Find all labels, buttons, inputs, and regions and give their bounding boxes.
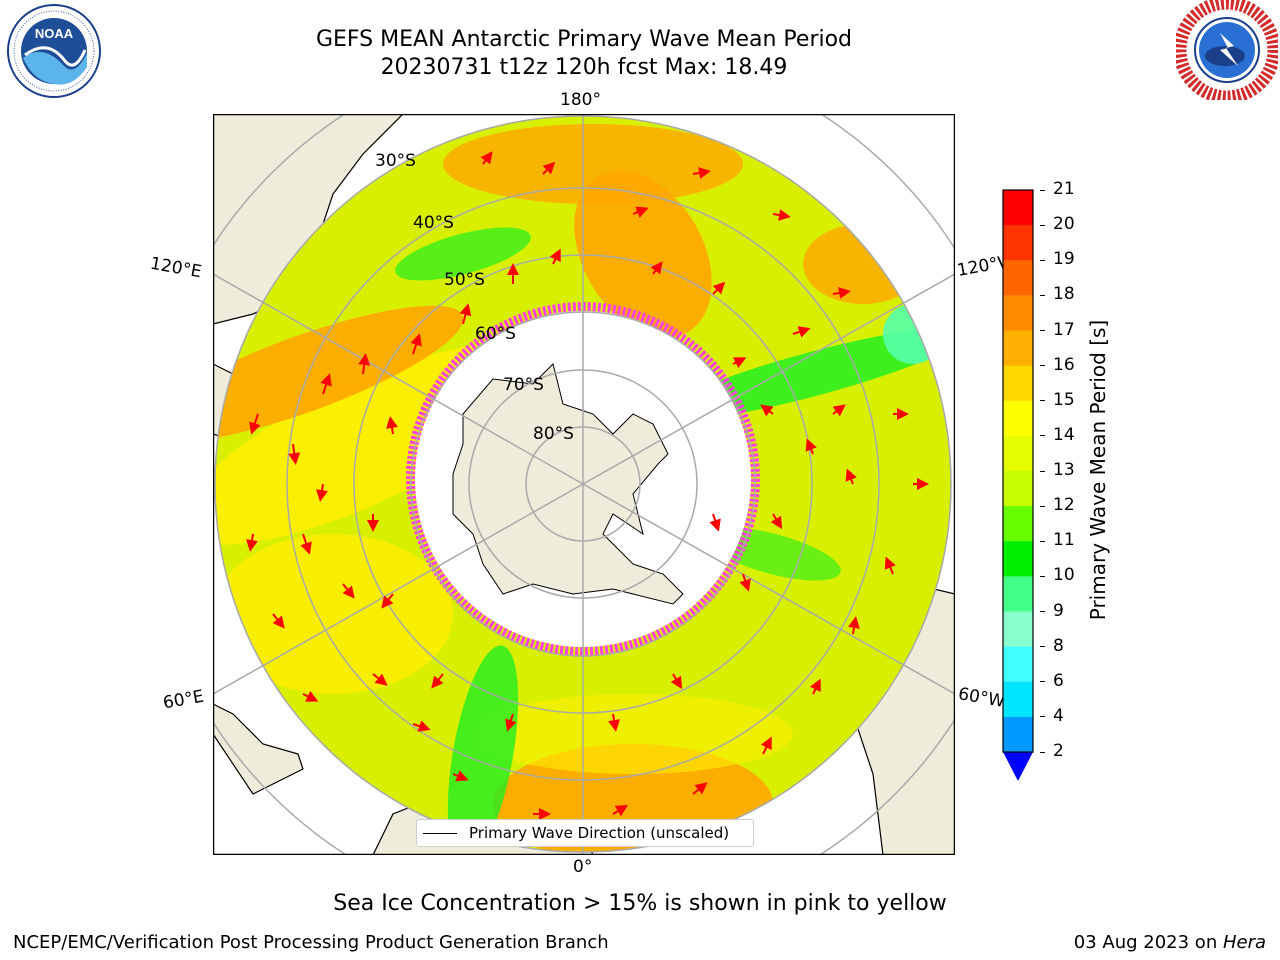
lat-label-60s: 60°S — [475, 324, 516, 344]
colorbar-tick-mark — [1040, 189, 1045, 191]
chart-subtitle: 20230731 t12z 120h fcst Max: 18.49 — [380, 55, 788, 80]
colorbar-band — [1003, 330, 1033, 367]
colorbar-tick-label: 16 — [1053, 354, 1075, 375]
colorbar-band — [1003, 400, 1033, 437]
colorbar-band — [1003, 190, 1033, 226]
colorbar-band — [1003, 260, 1033, 296]
colorbar-tick-mark — [1040, 646, 1045, 648]
colorbar-band — [1003, 716, 1033, 753]
lat-label-30s: 30°S — [375, 151, 416, 171]
colorbar-band — [1003, 506, 1033, 542]
colorbar-band — [1003, 541, 1033, 577]
lat-label-80s: 80°S — [533, 424, 574, 444]
noaa-logo: NOAA — [7, 4, 101, 98]
lat-label-70s: 70°S — [503, 375, 544, 395]
colorbar-tick-label: 14 — [1053, 424, 1075, 445]
colorbar-tick-mark — [1040, 259, 1045, 261]
colorbar-tick-mark — [1040, 294, 1045, 296]
colorbar-tick-mark — [1040, 540, 1045, 542]
lon-label-120e: 120°E — [148, 253, 204, 283]
colorbar-band — [1003, 611, 1033, 648]
colorbar-tick-mark — [1040, 681, 1045, 683]
nws-logo — [1176, 0, 1278, 100]
colorbar-tick-label: 19 — [1053, 249, 1075, 270]
colorbar-band — [1003, 295, 1033, 331]
colorbar-tick-label: 9 — [1053, 600, 1064, 621]
lon-label-0: 0° — [573, 857, 593, 877]
wave-direction-arrows — [246, 151, 929, 820]
legend-label: Primary Wave Direction (unscaled) — [469, 824, 730, 842]
colorbar-band — [1003, 225, 1033, 261]
colorbar-tick-label: 12 — [1053, 495, 1075, 516]
colorbar-tick-label: 20 — [1053, 214, 1075, 235]
colorbar-tick-label: 21 — [1053, 179, 1075, 199]
colorbar-bands — [1003, 190, 1033, 753]
footer-org: NCEP/EMC/Verification Post Processing Pr… — [13, 932, 609, 953]
colorbar-tick-label: 6 — [1053, 670, 1064, 691]
lon-label-60e: 60°E — [161, 686, 206, 714]
colorbar-tick-label: 13 — [1053, 460, 1075, 480]
colorbar-tick-mark — [1040, 751, 1045, 753]
chart-title: GEFS MEAN Antarctic Primary Wave Mean Pe… — [315, 27, 853, 52]
colorbar — [1002, 189, 1034, 781]
colorbar-tick-mark — [1040, 365, 1045, 367]
footer-host: Hera — [1222, 932, 1266, 953]
lat-label-40s: 40°S — [413, 213, 454, 233]
colorbar-tick-mark — [1040, 224, 1045, 226]
legend-line-sample — [423, 832, 457, 834]
colorbar-tick-label: 17 — [1053, 319, 1075, 340]
colorbar-band — [1003, 471, 1033, 507]
colorbar-tick-label: 11 — [1053, 530, 1075, 551]
colorbar-band — [1003, 646, 1033, 683]
noaa-logo-text: NOAA — [35, 26, 74, 41]
colorbar-tick-mark — [1040, 575, 1045, 577]
colorbar-band — [1003, 576, 1033, 612]
colorbar-tick-mark — [1040, 611, 1045, 612]
colorbar-tick-label: 8 — [1053, 635, 1064, 656]
colorbar-tick-mark — [1040, 716, 1045, 718]
colorbar-tick-mark — [1040, 435, 1045, 437]
colorbar-tick-mark — [1040, 400, 1045, 402]
colorbar-tick-label: 10 — [1053, 565, 1075, 586]
colorbar-band — [1003, 435, 1033, 472]
sea-ice-caption: Sea Ice Concentration > 15% is shown in … — [333, 891, 947, 916]
colorbar-ticks: 21 20 19 18 17 16 15 14 13 12 11 10 9 8 6 4 2 — [1040, 179, 1090, 786]
colorbar-band — [1003, 681, 1033, 718]
polar-map — [213, 114, 955, 855]
map-legend: Primary Wave Direction (unscaled) — [416, 819, 754, 847]
graticule — [213, 114, 955, 855]
colorbar-tick-mark — [1040, 470, 1045, 472]
lat-label-50s: 50°S — [444, 270, 485, 290]
colorbar-tick-label: 2 — [1053, 741, 1064, 761]
footer-date-text: 03 Aug 2023 on — [1073, 932, 1223, 953]
colorbar-tick-label: 15 — [1053, 389, 1075, 410]
colorbar-tick-label: 4 — [1053, 705, 1064, 726]
colorbar-tick-mark — [1040, 330, 1045, 331]
lon-label-180: 180° — [560, 90, 601, 110]
lon-label-60w: 60°W — [956, 684, 1007, 712]
colorbar-tick-label: 18 — [1053, 284, 1075, 305]
colorbar-band — [1003, 365, 1033, 402]
colorbar-extend-triangle — [1003, 752, 1033, 781]
footer-date: 03 Aug 2023 on Hera — [1074, 932, 1266, 953]
colorbar-title: Primary Wave Mean Period [s] — [1086, 319, 1110, 621]
colorbar-tick-mark — [1040, 505, 1045, 507]
